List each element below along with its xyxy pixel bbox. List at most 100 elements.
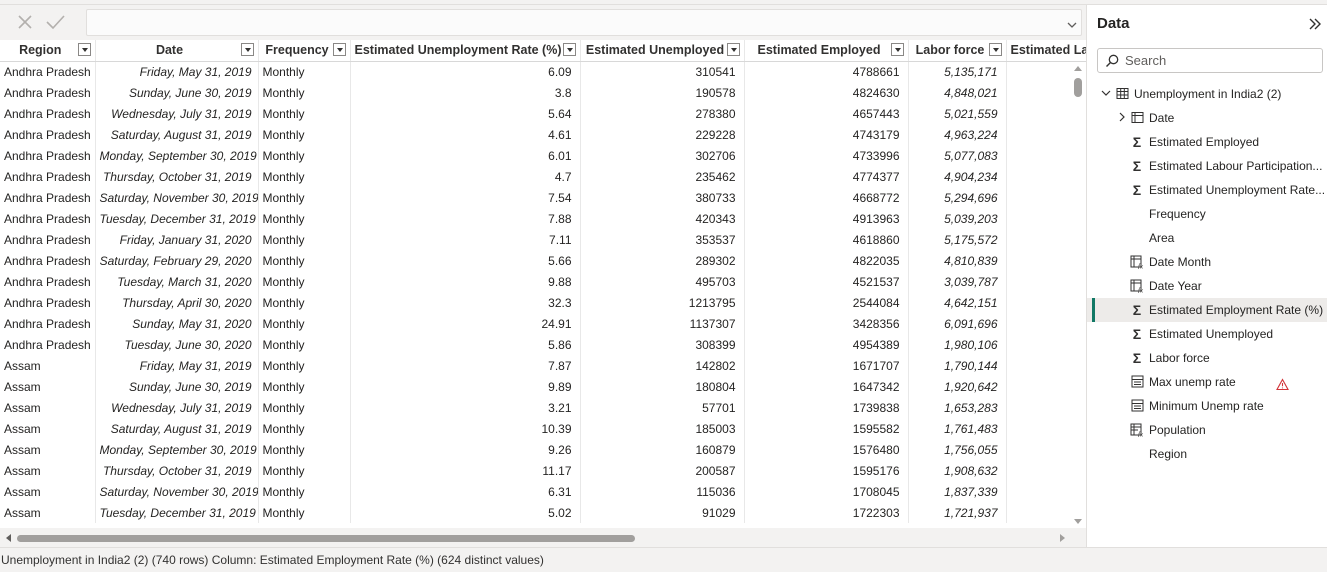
table-cell[interactable]: Monthly xyxy=(258,418,351,439)
table-cell[interactable]: Monthly xyxy=(258,355,351,376)
table-cell[interactable]: Sunday, June 30, 2019 xyxy=(95,376,259,397)
table-cell[interactable] xyxy=(1006,145,1086,166)
table-cell[interactable] xyxy=(1006,61,1086,82)
table-cell[interactable]: Monthly xyxy=(258,292,351,313)
table-cell[interactable]: 6.09 xyxy=(350,61,581,82)
table-cell[interactable] xyxy=(1006,292,1086,313)
table-cell[interactable] xyxy=(1006,229,1086,250)
table-cell[interactable] xyxy=(1006,397,1086,418)
table-cell[interactable]: Friday, May 31, 2019 xyxy=(95,355,259,376)
table-cell[interactable]: 142802 xyxy=(580,355,745,376)
table-cell[interactable]: 4743179 xyxy=(744,124,909,145)
table-cell[interactable]: Wednesday, July 31, 2019 xyxy=(95,103,259,124)
table-cell[interactable]: Andhra Pradesh xyxy=(0,334,96,355)
table-cell[interactable]: 1595176 xyxy=(744,460,909,481)
field-item[interactable]: Region xyxy=(1087,442,1327,466)
filter-dropdown-icon[interactable] xyxy=(77,43,91,56)
table-cell[interactable]: 380733 xyxy=(580,187,745,208)
table-cell[interactable]: 1576480 xyxy=(744,439,909,460)
table-cell[interactable]: 1595582 xyxy=(744,418,909,439)
table-cell[interactable]: 6,091,696 xyxy=(908,313,1007,334)
table-cell[interactable]: 4668772 xyxy=(744,187,909,208)
table-cell[interactable]: 4,963,224 xyxy=(908,124,1007,145)
table-cell[interactable]: 1708045 xyxy=(744,481,909,502)
table-cell[interactable]: 4,810,839 xyxy=(908,250,1007,271)
table-cell[interactable] xyxy=(1006,250,1086,271)
table-cell[interactable]: 1739838 xyxy=(744,397,909,418)
table-node[interactable]: Unemployment in India2 (2) xyxy=(1087,82,1327,106)
table-cell[interactable]: Monthly xyxy=(258,376,351,397)
table-cell[interactable]: 9.89 xyxy=(350,376,581,397)
table-cell[interactable]: 10.39 xyxy=(350,418,581,439)
table-cell[interactable]: Monthly xyxy=(258,481,351,502)
table-cell[interactable] xyxy=(1006,334,1086,355)
table-cell[interactable]: 1,790,144 xyxy=(908,355,1007,376)
table-cell[interactable]: 5,175,572 xyxy=(908,229,1007,250)
table-cell[interactable]: Andhra Pradesh xyxy=(0,82,96,103)
table-cell[interactable]: 1,908,632 xyxy=(908,460,1007,481)
table-cell[interactable]: 278380 xyxy=(580,103,745,124)
table-cell[interactable]: 5.64 xyxy=(350,103,581,124)
table-cell[interactable]: 5,077,083 xyxy=(908,145,1007,166)
filter-dropdown-icon[interactable] xyxy=(726,43,740,56)
table-cell[interactable]: 190578 xyxy=(580,82,745,103)
table-cell[interactable]: 5,294,696 xyxy=(908,187,1007,208)
table-cell[interactable]: 1,721,937 xyxy=(908,502,1007,523)
table-cell[interactable]: 302706 xyxy=(580,145,745,166)
table-cell[interactable]: Monthly xyxy=(258,145,351,166)
table-cell[interactable]: Tuesday, June 30, 2020 xyxy=(95,334,259,355)
table-cell[interactable]: Assam xyxy=(0,376,96,397)
table-cell[interactable]: 1137307 xyxy=(580,313,745,334)
table-cell[interactable]: 4,848,021 xyxy=(908,82,1007,103)
table-cell[interactable]: 1,920,642 xyxy=(908,376,1007,397)
table-cell[interactable]: 1647342 xyxy=(744,376,909,397)
table-cell[interactable]: Assam xyxy=(0,355,96,376)
table-cell[interactable]: 310541 xyxy=(580,61,745,82)
column-header[interactable]: Estimated Employed xyxy=(744,40,909,62)
table-cell[interactable]: 1671707 xyxy=(744,355,909,376)
field-item[interactable]: Max unemp rate xyxy=(1087,370,1327,394)
table-cell[interactable]: 289302 xyxy=(580,250,745,271)
check-icon[interactable] xyxy=(42,10,68,34)
table-cell[interactable] xyxy=(1006,103,1086,124)
table-cell[interactable]: Andhra Pradesh xyxy=(0,292,96,313)
table-cell[interactable]: 1,761,483 xyxy=(908,418,1007,439)
table-cell[interactable]: Andhra Pradesh xyxy=(0,250,96,271)
scroll-down-icon[interactable] xyxy=(1074,519,1082,524)
table-cell[interactable] xyxy=(1006,187,1086,208)
vertical-scrollbar[interactable] xyxy=(1070,62,1086,526)
table-cell[interactable]: 1,980,106 xyxy=(908,334,1007,355)
scroll-right-icon[interactable] xyxy=(1060,534,1065,542)
table-cell[interactable]: 495703 xyxy=(580,271,745,292)
field-item[interactable]: fx Date Month xyxy=(1087,250,1327,274)
chevron-down-icon[interactable] xyxy=(1099,87,1113,101)
table-cell[interactable]: Monthly xyxy=(258,250,351,271)
table-cell[interactable]: Tuesday, December 31, 2019 xyxy=(95,502,259,523)
table-cell[interactable]: 3,039,787 xyxy=(908,271,1007,292)
field-item[interactable]: Σ Estimated Unemployed xyxy=(1087,322,1327,346)
table-cell[interactable]: Monthly xyxy=(258,397,351,418)
table-cell[interactable]: 4618860 xyxy=(744,229,909,250)
table-cell[interactable]: Andhra Pradesh xyxy=(0,103,96,124)
column-header[interactable]: Labor force xyxy=(908,40,1007,62)
field-item[interactable]: fx Date Year xyxy=(1087,274,1327,298)
table-cell[interactable]: Wednesday, July 31, 2019 xyxy=(95,397,259,418)
table-cell[interactable]: 1213795 xyxy=(580,292,745,313)
table-cell[interactable]: Andhra Pradesh xyxy=(0,271,96,292)
table-cell[interactable]: 5.02 xyxy=(350,502,581,523)
column-header[interactable]: Estimated Unemployed xyxy=(580,40,745,62)
field-item[interactable]: fx Population xyxy=(1087,418,1327,442)
table-cell[interactable]: 1,837,339 xyxy=(908,481,1007,502)
table-cell[interactable]: Saturday, February 29, 2020 xyxy=(95,250,259,271)
table-cell[interactable]: Sunday, June 30, 2019 xyxy=(95,82,259,103)
table-cell[interactable]: 1,653,283 xyxy=(908,397,1007,418)
table-cell[interactable]: Monday, September 30, 2019 xyxy=(95,145,259,166)
table-cell[interactable]: 4822035 xyxy=(744,250,909,271)
table-cell[interactable]: 5,039,203 xyxy=(908,208,1007,229)
table-cell[interactable]: Tuesday, March 31, 2020 xyxy=(95,271,259,292)
table-cell[interactable] xyxy=(1006,82,1086,103)
table-cell[interactable] xyxy=(1006,460,1086,481)
table-cell[interactable] xyxy=(1006,124,1086,145)
table-cell[interactable]: Monday, September 30, 2019 xyxy=(95,439,259,460)
table-cell[interactable]: 3428356 xyxy=(744,313,909,334)
